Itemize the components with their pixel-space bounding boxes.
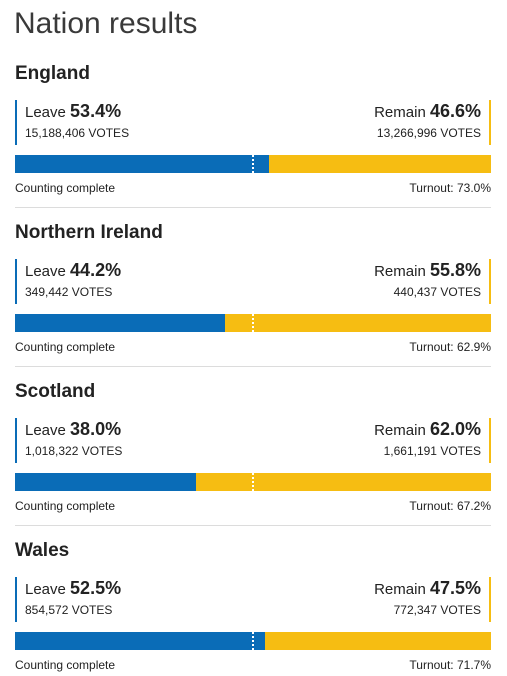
result-bar — [15, 473, 491, 491]
leave-label: Leave — [25, 422, 66, 439]
majority-line — [252, 632, 254, 650]
turnout: Turnout: 71.7% — [409, 658, 491, 672]
leave-bar-fill — [15, 632, 265, 650]
remain-summary: Remain 47.5% 772,347 VOTES — [374, 577, 491, 622]
counting-status: Counting complete — [15, 181, 116, 195]
remain-summary: Remain 55.8% 440,437 VOTES — [374, 259, 491, 304]
turnout: Turnout: 73.0% — [409, 181, 491, 195]
nation-name: Scotland — [15, 381, 96, 402]
leave-votes: 349,442 VOTES — [25, 285, 113, 299]
divider — [15, 525, 491, 526]
remain-label: Remain — [374, 104, 426, 121]
leave-percent: 38.0% — [70, 419, 122, 439]
majority-line — [252, 155, 254, 173]
nation-england: England Leave 53.4% 15,188,406 VOTES Rem… — [15, 62, 491, 222]
remain-label: Remain — [374, 263, 426, 280]
divider — [15, 207, 491, 208]
page-title: Nation results — [14, 7, 198, 40]
leave-summary: Leave 44.2% 349,442 VOTES — [15, 259, 121, 304]
turnout: Turnout: 62.9% — [409, 340, 491, 354]
leave-percent: 52.5% — [70, 578, 122, 598]
nation-name: England — [15, 63, 90, 84]
remain-label: Remain — [374, 422, 426, 439]
turnout: Turnout: 67.2% — [409, 499, 491, 513]
nation-wales: Wales Leave 52.5% 854,572 VOTES Remain 4… — [15, 539, 491, 676]
leave-summary: Leave 38.0% 1,018,322 VOTES — [15, 418, 122, 463]
divider — [15, 366, 491, 367]
leave-percent: 53.4% — [70, 101, 122, 121]
remain-percent: 46.6% — [429, 101, 481, 121]
majority-line — [252, 473, 254, 491]
remain-summary: Remain 46.6% 13,266,996 VOTES — [374, 100, 491, 145]
nation-name: Northern Ireland — [15, 222, 163, 243]
leave-votes: 15,188,406 VOTES — [25, 126, 130, 140]
remain-summary: Remain 62.0% 1,661,191 VOTES — [374, 418, 491, 463]
nation-name: Wales — [15, 540, 70, 561]
remain-votes: 440,437 VOTES — [393, 285, 481, 299]
counting-status: Counting complete — [15, 499, 116, 513]
leave-bar-fill — [15, 314, 226, 332]
result-bar — [15, 155, 491, 173]
leave-summary: Leave 53.4% 15,188,406 VOTES — [15, 100, 129, 145]
remain-votes: 13,266,996 VOTES — [376, 126, 481, 140]
leave-bar-fill — [15, 155, 270, 173]
leave-label: Leave — [25, 263, 66, 280]
result-bar — [15, 314, 491, 332]
remain-votes: 1,661,191 VOTES — [383, 444, 481, 458]
remain-percent: 55.8% — [429, 260, 481, 280]
remain-label: Remain — [374, 581, 426, 598]
nation-scotland: Scotland Leave 38.0% 1,018,322 VOTES Rem… — [15, 380, 491, 540]
counting-status: Counting complete — [15, 658, 116, 672]
leave-votes: 1,018,322 VOTES — [25, 444, 123, 458]
remain-percent: 47.5% — [429, 578, 481, 598]
leave-votes: 854,572 VOTES — [25, 603, 113, 617]
remain-votes: 772,347 VOTES — [393, 603, 481, 617]
counting-status: Counting complete — [15, 340, 116, 354]
leave-bar-fill — [15, 473, 196, 491]
result-bar — [15, 632, 491, 650]
leave-label: Leave — [25, 581, 66, 598]
nation-northern-ireland: Northern Ireland Leave 44.2% 349,442 VOT… — [15, 221, 491, 381]
majority-line — [252, 314, 254, 332]
leave-label: Leave — [25, 104, 66, 121]
remain-percent: 62.0% — [429, 419, 481, 439]
leave-percent: 44.2% — [70, 260, 122, 280]
leave-summary: Leave 52.5% 854,572 VOTES — [15, 577, 121, 622]
